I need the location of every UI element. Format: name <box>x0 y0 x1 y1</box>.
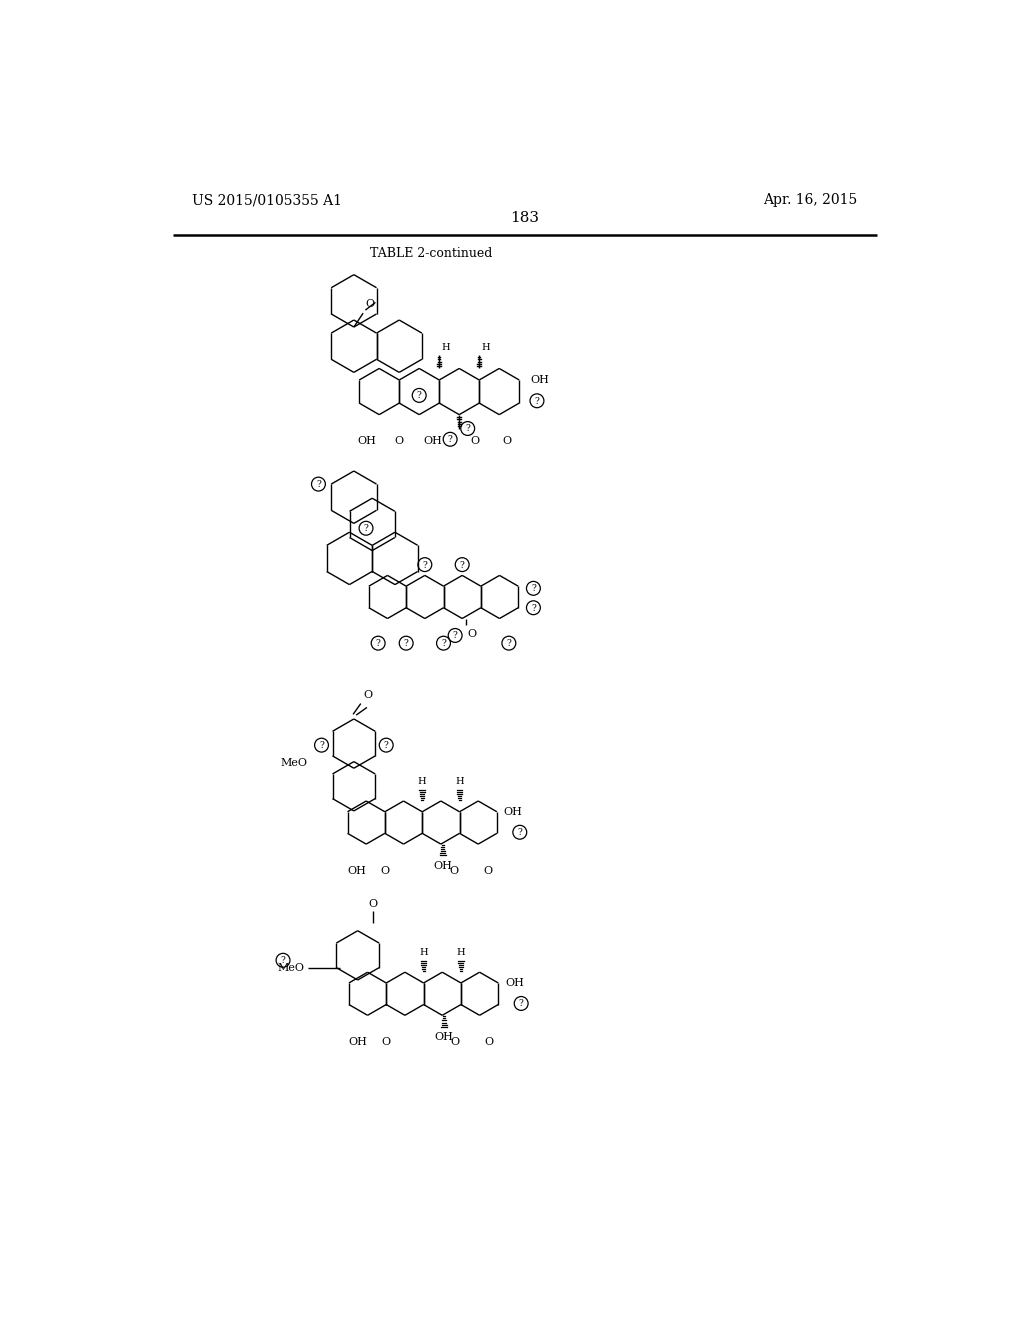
Text: H: H <box>441 342 451 351</box>
Text: ?: ? <box>531 585 536 593</box>
Text: OH: OH <box>433 861 453 871</box>
Text: O: O <box>369 899 378 909</box>
Text: O: O <box>451 1038 460 1047</box>
Text: O: O <box>503 436 512 446</box>
Text: ?: ? <box>519 999 523 1008</box>
Text: H: H <box>418 776 427 785</box>
Text: O: O <box>364 690 373 700</box>
Text: O: O <box>483 866 493 875</box>
Text: OH: OH <box>424 436 442 446</box>
Text: O: O <box>484 1038 494 1047</box>
Text: OH: OH <box>357 436 377 446</box>
Text: H: H <box>419 948 428 957</box>
Text: ?: ? <box>384 741 388 750</box>
Text: ?: ? <box>417 391 422 400</box>
Text: ?: ? <box>376 639 381 648</box>
Text: OH: OH <box>434 1032 454 1043</box>
Text: ?: ? <box>535 397 540 405</box>
Text: ?: ? <box>531 603 536 612</box>
Text: ?: ? <box>403 639 409 648</box>
Text: ?: ? <box>460 561 465 569</box>
Text: US 2015/0105355 A1: US 2015/0105355 A1 <box>193 193 342 207</box>
Text: ?: ? <box>517 828 522 837</box>
Text: O: O <box>366 298 375 309</box>
Text: O: O <box>450 866 459 875</box>
Text: MeO: MeO <box>281 758 307 768</box>
Text: ?: ? <box>453 631 458 640</box>
Text: OH: OH <box>505 978 524 987</box>
Text: O: O <box>467 628 476 639</box>
Text: O: O <box>380 866 389 875</box>
Text: ?: ? <box>364 524 369 533</box>
Text: Apr. 16, 2015: Apr. 16, 2015 <box>763 193 857 207</box>
Text: H: H <box>457 948 465 957</box>
Text: ?: ? <box>465 425 470 433</box>
Text: ?: ? <box>447 436 453 444</box>
Text: O: O <box>394 436 403 446</box>
Text: ?: ? <box>319 741 324 750</box>
Text: MeO: MeO <box>278 962 304 973</box>
Text: ?: ? <box>507 639 511 648</box>
Text: O: O <box>471 436 480 446</box>
Text: H: H <box>481 342 490 351</box>
Text: 183: 183 <box>510 211 540 224</box>
Text: OH: OH <box>504 807 522 817</box>
Text: O: O <box>382 1038 391 1047</box>
Text: OH: OH <box>349 1038 368 1047</box>
Text: H: H <box>456 776 464 785</box>
Text: ?: ? <box>423 561 427 569</box>
Text: OH: OH <box>530 375 549 385</box>
Text: ?: ? <box>441 639 445 648</box>
Text: TABLE 2-continued: TABLE 2-continued <box>370 247 493 260</box>
Text: ?: ? <box>316 480 321 488</box>
Text: OH: OH <box>347 866 367 875</box>
Text: ?: ? <box>281 956 286 965</box>
